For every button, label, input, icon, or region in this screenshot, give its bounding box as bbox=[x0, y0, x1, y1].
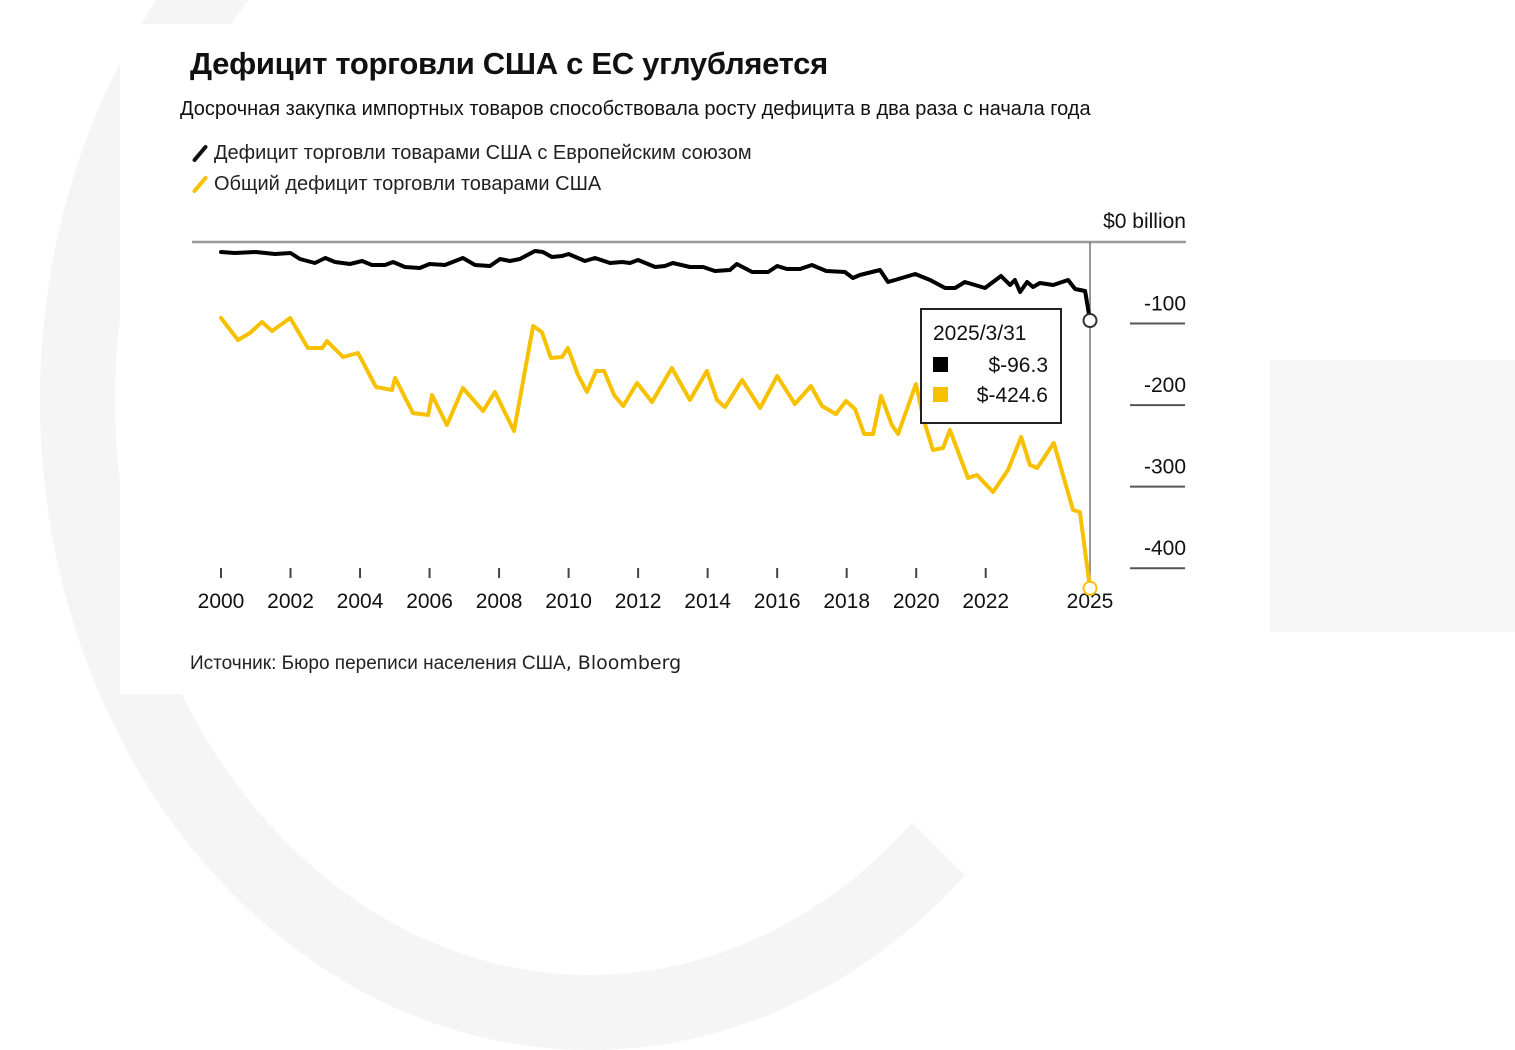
y-tick-label: -200 bbox=[1144, 374, 1186, 397]
tooltip-value-total: $-424.6 bbox=[977, 384, 1048, 407]
x-tick-label: 2002 bbox=[267, 590, 314, 613]
legend-item-total: Общий дефицит торговли товарами США bbox=[191, 169, 752, 200]
x-tick-label: 2016 bbox=[754, 590, 801, 613]
source-text: Источник: Бюро переписи населения США bbox=[190, 653, 566, 674]
tooltip-date: 2025/3/31 bbox=[933, 322, 1026, 345]
x-tick-label: 2008 bbox=[476, 590, 523, 613]
x-tick-label: 2012 bbox=[615, 590, 662, 613]
legend-label-eu: Дефицит торговли товарами США с Европейс… bbox=[214, 142, 752, 164]
x-tick-label: 2014 bbox=[684, 590, 731, 613]
end-marker-total bbox=[1082, 580, 1098, 596]
x-tick-label: 2020 bbox=[893, 590, 940, 613]
source-note: Источник: Бюро переписи населения США, B… bbox=[190, 652, 681, 675]
chart-title: Дефицит торговли США с ЕС углубляется bbox=[190, 46, 828, 81]
legend-label-total: Общий дефицит торговли товарами США bbox=[214, 173, 602, 195]
x-tick-label: 2025 bbox=[1067, 590, 1114, 613]
y-tick-label: -300 bbox=[1144, 456, 1186, 479]
x-tick-label: 2010 bbox=[545, 590, 592, 613]
source-brand: , Bloomberg bbox=[565, 652, 682, 674]
legend: Дефицит торговли товарами США с Европейс… bbox=[191, 138, 752, 200]
end-marker-eu bbox=[1082, 313, 1098, 329]
x-tick-label: 2006 bbox=[406, 590, 453, 613]
tooltip-swatch-total bbox=[933, 387, 948, 402]
line-chart: $0 billion -100 -200 -300 -400 2000 2002 2004 20… bbox=[192, 210, 1186, 613]
y-tick-label: -100 bbox=[1144, 293, 1186, 316]
series-line-total bbox=[219, 316, 1092, 591]
y-tick-label: -400 bbox=[1144, 537, 1186, 560]
x-tick-label: 2022 bbox=[962, 590, 1009, 613]
series-line-eu bbox=[219, 249, 1092, 323]
annotation-overlay: 2025/3/31 $-96.3 $-424.6 bbox=[920, 308, 1098, 596]
tooltip-swatch-eu bbox=[933, 357, 948, 372]
axes: $0 billion -100 -200 -300 -400 2000 2002 2004 20… bbox=[192, 210, 1186, 613]
x-tick-label: 2000 bbox=[198, 590, 245, 613]
background-block-right bbox=[1270, 360, 1515, 632]
y-tick-label: $0 billion bbox=[1103, 210, 1186, 233]
tooltip-value-eu: $-96.3 bbox=[988, 354, 1048, 377]
legend-item-eu: Дефицит торговли товарами США с Европейс… bbox=[191, 138, 752, 169]
x-tick-label: 2004 bbox=[337, 590, 384, 613]
series-lines bbox=[219, 249, 1092, 591]
chart-panel bbox=[120, 24, 1270, 694]
chart-subtitle: Досрочная закупка импортных товаров спос… bbox=[180, 98, 1091, 120]
x-tick-label: 2018 bbox=[823, 590, 870, 613]
